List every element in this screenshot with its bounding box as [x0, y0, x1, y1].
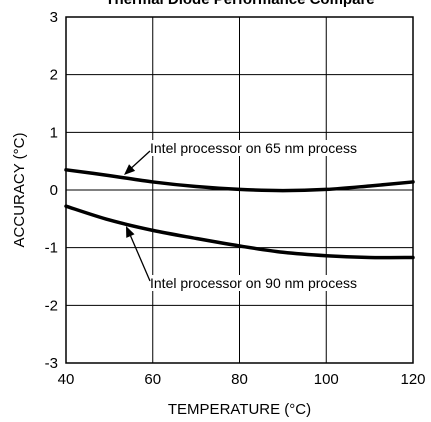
- series-line-90nm: [64, 204, 415, 260]
- annotation-90nm: Intel processor on 90 nm process: [150, 275, 357, 291]
- annotation-bg-65nm: [148, 140, 359, 156]
- y-tick-label: -1: [45, 240, 58, 257]
- x-tick-label: 100: [314, 371, 339, 388]
- y-axis-title: ACCURACY (°C): [11, 133, 28, 248]
- series-layer: [64, 168, 415, 260]
- x-tick-label: 120: [400, 371, 425, 388]
- annotation-arrowhead-65nm: [124, 164, 136, 175]
- series-line-65nm: [64, 168, 415, 193]
- plot-frame: [65, 16, 414, 364]
- y-tick-label: 1: [50, 124, 58, 141]
- y-tick-label: 3: [50, 9, 58, 26]
- annotation-65nm: Intel processor on 65 nm process: [150, 140, 357, 156]
- y-tick-label: -2: [45, 297, 58, 314]
- annotation-leader-90nm: [127, 229, 151, 282]
- annotation-bg-90nm: [148, 275, 359, 291]
- x-tick-label: 60: [144, 371, 161, 388]
- y-tick-label: 2: [50, 67, 58, 84]
- x-tick-label: 80: [231, 371, 248, 388]
- x-tick-label: 40: [58, 371, 75, 388]
- y-tick-labels: 3 2 1 0 -1 -2 -3: [45, 9, 58, 372]
- chart-title: Thermal Diode Performance Compare: [105, 0, 374, 8]
- annotation-arrowhead-90nm: [126, 226, 135, 238]
- y-tick-label: 0: [50, 182, 58, 199]
- annotation-layer: Intel processor on 65 nm process Intel pr…: [124, 140, 359, 291]
- x-tick-labels: 40 60 80 100 120: [58, 371, 426, 388]
- x-axis-title: TEMPERATURE (°C): [168, 401, 311, 418]
- y-tick-label: -3: [45, 355, 58, 372]
